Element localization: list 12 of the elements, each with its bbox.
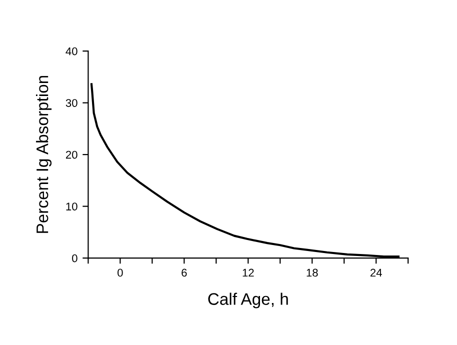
x-tick-label: 18	[306, 268, 318, 277]
y-tick-label: 30	[66, 99, 78, 107]
x-tick-label: 6	[182, 268, 187, 277]
y-tick-label: 10	[66, 202, 78, 210]
x-tick-label: 0	[118, 268, 123, 277]
x-axis-title: Calf Age, h	[208, 292, 288, 308]
y-tick-label: 0	[72, 254, 78, 262]
y-axis-title: Percent Ig Absorption	[36, 76, 52, 233]
x-tick-label: 12	[242, 268, 254, 277]
y-tick-label: 20	[66, 150, 78, 159]
x-tick-label: 24	[370, 268, 382, 277]
y-tick-label: 40	[66, 47, 78, 56]
